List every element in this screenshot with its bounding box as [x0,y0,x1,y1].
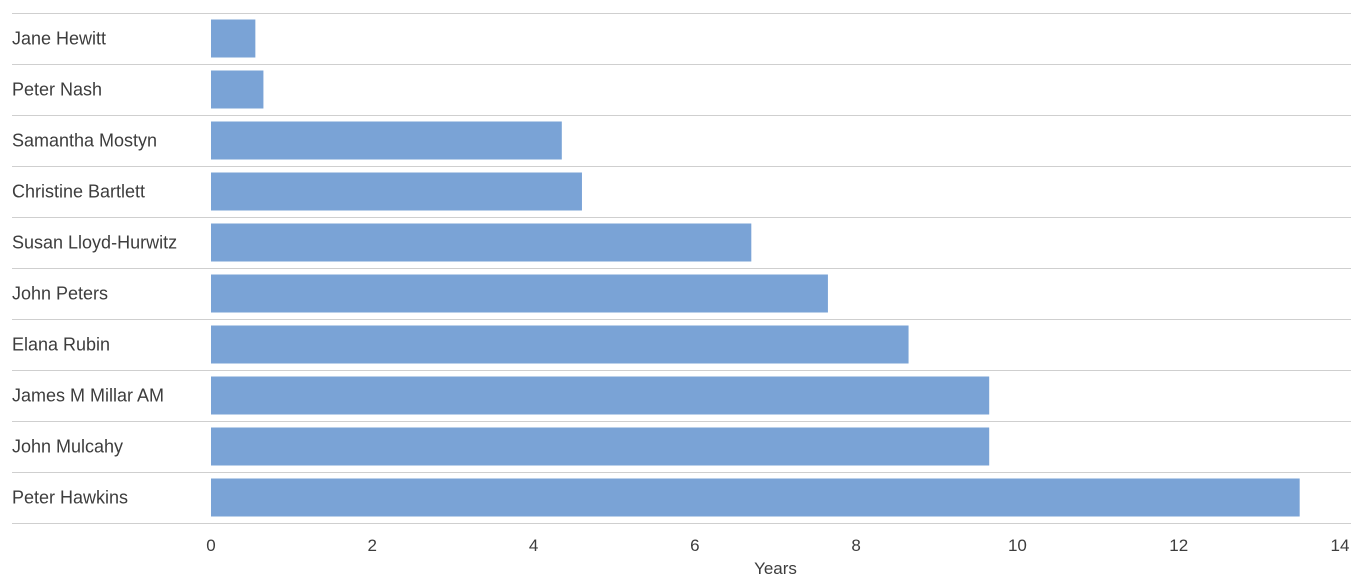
bar [211,325,909,364]
category-label: Samantha Mostyn [12,131,157,151]
bar [211,376,990,415]
category-label: Peter Nash [12,80,102,100]
bar [211,70,264,109]
category-label: Jane Hewitt [12,29,106,49]
bar [211,172,582,211]
x-tick-label: 2 [368,536,377,555]
category-label: Peter Hawkins [12,488,128,508]
bar [211,19,256,58]
category-label: Susan Lloyd-Hurwitz [12,233,177,253]
x-tick-label: 0 [206,536,215,555]
bar [211,223,752,262]
bar [211,427,990,466]
category-label: John Mulcahy [12,437,123,457]
x-tick-label: 10 [1008,536,1027,555]
bar [211,121,562,160]
x-tick-label: 8 [851,536,860,555]
category-label: John Peters [12,284,108,304]
bar [211,274,828,313]
category-label: Christine Bartlett [12,182,145,202]
x-tick-label: 6 [690,536,699,555]
x-axis-ticks: 0 2 4 6 8 10 12 14 [206,536,1349,555]
bars-group [211,19,1300,517]
x-tick-label: 14 [1331,536,1350,555]
category-label: James M Millar AM [12,386,164,406]
x-tick-label: 4 [529,536,538,555]
bar [211,478,1300,517]
row-separators [12,13,1351,524]
category-label: Elana Rubin [12,335,110,355]
x-tick-label: 12 [1169,536,1188,555]
category-labels: Jane Hewitt Peter Nash Samantha Mostyn Chri… [12,29,177,508]
x-axis-label: Years [754,559,797,576]
